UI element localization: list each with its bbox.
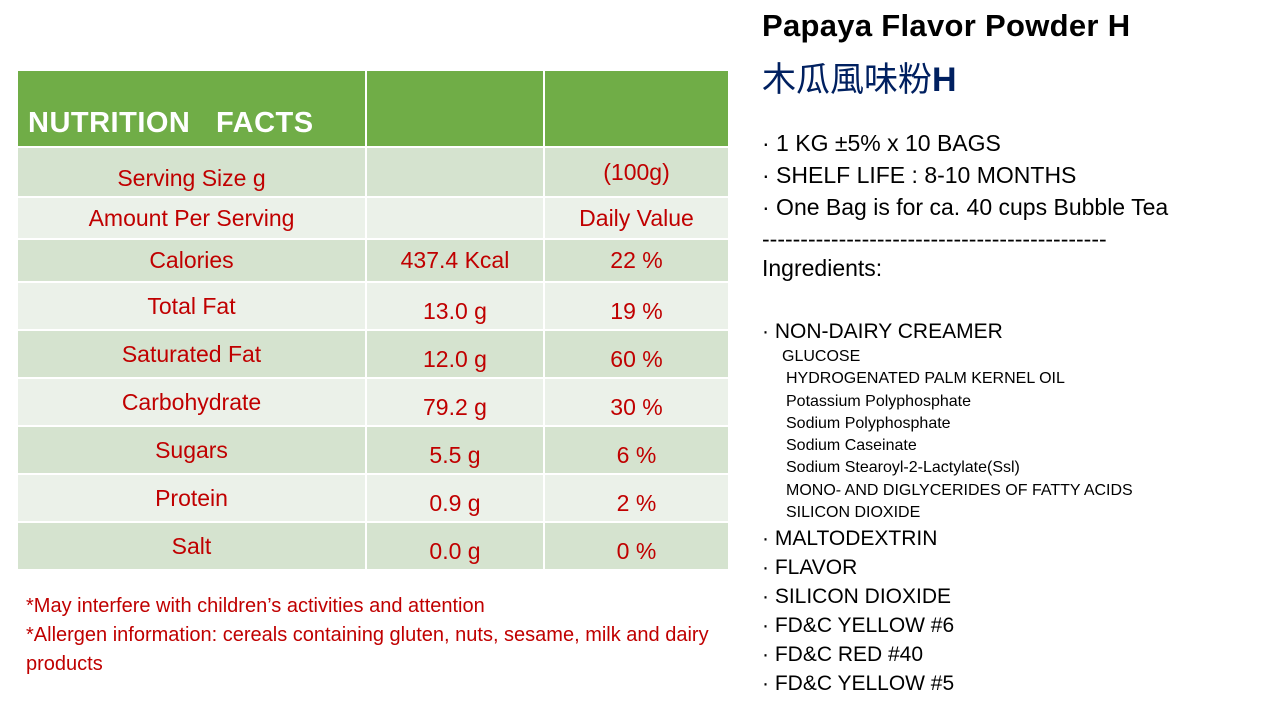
spec-item: · SHELF LIFE : 8-10 MONTHS [762, 162, 1077, 188]
ingredient-item: · MALTODEXTRIN [762, 527, 938, 551]
nutrient-name: Calories [16, 238, 367, 283]
serving-size-row: Serving Size g (100g) [16, 146, 730, 198]
nutrient-amount: 437.4 Kcal [365, 238, 545, 283]
nutrient-daily-value: 2 % [543, 473, 730, 523]
nutrient-amount: 12.0 g [365, 329, 545, 379]
sub-ingredient-item: Potassium Polyphosphate [786, 392, 971, 410]
table-header-row: NUTRITION FACTS [16, 69, 730, 148]
footnote-children: *May interfere with children’s activitie… [26, 595, 485, 617]
product-title: Papaya Flavor Powder H [762, 8, 1131, 43]
ingredients-list: · NON-DAIRY CREAMER GLUCOSE HYDROGENATED… [762, 318, 1133, 698]
nutrient-amount: 79.2 g [365, 377, 545, 427]
ingredient-item: · FLAVOR [762, 556, 858, 580]
footnotes: *May interfere with children’s activitie… [26, 592, 736, 679]
sub-ingredient-item: MONO- AND DIGLYCERIDES OF FATTY ACIDS [786, 481, 1133, 499]
nutrient-daily-value: 60 % [543, 329, 730, 379]
nutrient-name: Salt [16, 521, 367, 571]
serving-size-label: Serving Size g [16, 146, 367, 198]
header-cell-empty [543, 69, 730, 148]
table-row: Carbohydrate 79.2 g 30 % [16, 377, 730, 427]
spec-item: · One Bag is for ca. 40 cups Bubble Tea [762, 194, 1169, 220]
nutrient-daily-value: 6 % [543, 425, 730, 475]
nutrition-facts-table: NUTRITION FACTS Serving Size g (100g) Am… [16, 69, 730, 571]
nutrient-amount: 5.5 g [365, 425, 545, 475]
nutrient-daily-value: 19 % [543, 281, 730, 331]
product-specs: · 1 KG ±5% x 10 BAGS · SHELF LIFE : 8-10… [762, 127, 1168, 255]
empty-cell [365, 196, 545, 240]
daily-value-label: Daily Value [543, 196, 730, 240]
amount-per-serving-label: Amount Per Serving [16, 196, 367, 240]
ingredient-item: · FD&C YELLOW #5 [762, 672, 955, 696]
nutrient-name: Saturated Fat [16, 329, 367, 379]
divider-line: ----------------------------------------… [762, 226, 1107, 252]
spec-item: · 1 KG ±5% x 10 BAGS [762, 130, 1001, 156]
sub-ingredient-item: SILICON DIOXIDE [786, 504, 921, 522]
table-row: Calories 437.4 Kcal 22 % [16, 238, 730, 283]
sub-ingredient-item: HYDROGENATED PALM KERNEL OIL [786, 370, 1065, 388]
product-title-chinese-suffix: H [932, 61, 957, 99]
table-row: Protein 0.9 g 2 % [16, 473, 730, 523]
serving-size-value: (100g) [543, 146, 730, 198]
nutrient-amount: 0.9 g [365, 473, 545, 523]
ingredients-heading: Ingredients: [762, 255, 883, 281]
nutrient-name: Protein [16, 473, 367, 523]
nutrient-name: Total Fat [16, 281, 367, 331]
footnote-allergen: *Allergen information: cereals containin… [26, 624, 709, 675]
sub-ingredient-item: Sodium Polyphosphate [786, 414, 951, 432]
nutrient-amount: 0.0 g [365, 521, 545, 571]
header-cell-empty [365, 69, 545, 148]
ingredient-item: · SILICON DIOXIDE [762, 585, 952, 609]
table-row: Salt 0.0 g 0 % [16, 521, 730, 571]
ingredient-item: · FD&C YELLOW #6 [762, 614, 955, 638]
sub-ingredient-item: Sodium Stearoyl-2-Lactylate(Ssl) [786, 459, 1020, 477]
nutrient-daily-value: 0 % [543, 521, 730, 571]
sub-ingredient-item: GLUCOSE [782, 348, 861, 365]
nutrient-name: Sugars [16, 425, 367, 475]
table-row: Total Fat 13.0 g 19 % [16, 281, 730, 331]
product-title-chinese-text: 木瓜風味粉 [762, 60, 932, 100]
nutrient-daily-value: 30 % [543, 377, 730, 427]
sub-ingredient-item: Sodium Caseinate [786, 437, 917, 455]
table-row: Sugars 5.5 g 6 % [16, 425, 730, 475]
ingredient-item: · FD&C RED #40 [762, 643, 924, 667]
nutrient-name: Carbohydrate [16, 377, 367, 427]
ingredient-item: · NON-DAIRY CREAMER [762, 320, 1003, 343]
table-row: Saturated Fat 12.0 g 60 % [16, 329, 730, 379]
empty-cell [365, 146, 545, 198]
nutrient-amount: 13.0 g [365, 281, 545, 331]
nutrient-daily-value: 22 % [543, 238, 730, 283]
product-title-chinese: 木瓜風味粉H [762, 52, 957, 101]
amount-per-serving-row: Amount Per Serving Daily Value [16, 196, 730, 240]
nutrition-facts-title: NUTRITION FACTS [16, 69, 367, 148]
